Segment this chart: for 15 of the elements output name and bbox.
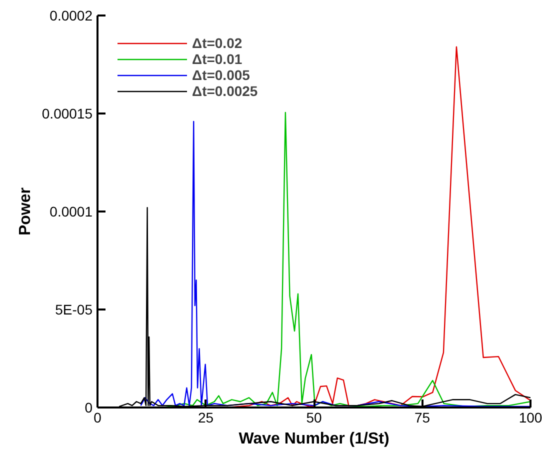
x-tick-label: 100 bbox=[518, 410, 542, 426]
legend-label: Δt=0.01 bbox=[192, 51, 242, 67]
x-tick-label: 50 bbox=[306, 410, 322, 426]
y-tick-label: 0.0002 bbox=[50, 8, 93, 24]
y-axis-title: Power bbox=[16, 187, 34, 236]
legend-label: Δt=0.0025 bbox=[192, 83, 258, 99]
x-tick-label: 75 bbox=[414, 410, 430, 426]
x-tick-label: 25 bbox=[198, 410, 214, 426]
x-axis-title: Wave Number (1/St) bbox=[238, 430, 390, 448]
y-tick-label: 5E-05 bbox=[55, 302, 93, 318]
legend-label: Δt=0.02 bbox=[192, 35, 242, 51]
y-tick-label: 0.00015 bbox=[42, 106, 93, 122]
y-tick-label: 0.0001 bbox=[50, 204, 93, 220]
y-tick-label: 0 bbox=[84, 400, 93, 416]
legend-label: Δt=0.005 bbox=[192, 67, 250, 83]
